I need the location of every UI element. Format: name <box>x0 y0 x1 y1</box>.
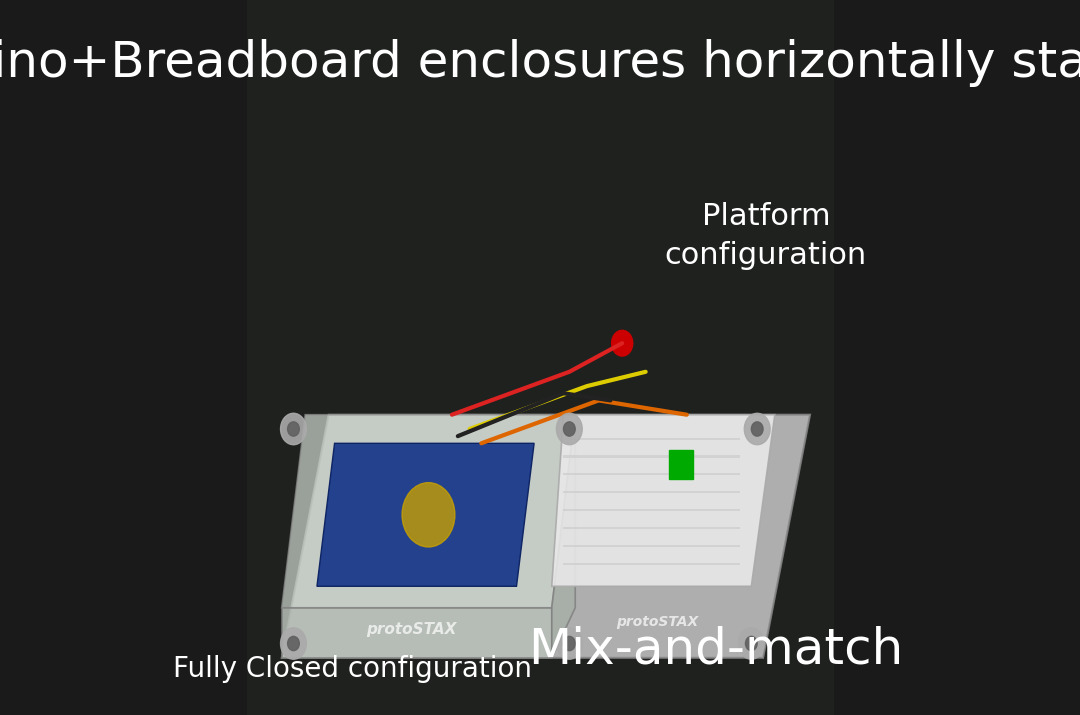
Circle shape <box>564 636 576 651</box>
Circle shape <box>611 330 633 356</box>
Circle shape <box>402 483 455 547</box>
Circle shape <box>287 422 299 436</box>
Polygon shape <box>564 509 740 511</box>
Text: Mix-and-match: Mix-and-match <box>528 626 904 674</box>
Circle shape <box>564 422 576 436</box>
Circle shape <box>744 413 770 445</box>
Circle shape <box>556 413 582 445</box>
Polygon shape <box>564 527 740 529</box>
Polygon shape <box>564 491 740 493</box>
Text: protoSTAX: protoSTAX <box>617 615 699 629</box>
Polygon shape <box>564 563 740 565</box>
Polygon shape <box>282 608 552 658</box>
Polygon shape <box>552 415 576 658</box>
Circle shape <box>745 636 757 651</box>
Polygon shape <box>564 545 740 547</box>
Circle shape <box>739 628 765 659</box>
Polygon shape <box>564 455 740 458</box>
Polygon shape <box>282 415 576 608</box>
Circle shape <box>752 422 764 436</box>
Polygon shape <box>564 473 740 475</box>
Circle shape <box>281 413 307 445</box>
Polygon shape <box>564 438 740 440</box>
Circle shape <box>287 636 299 651</box>
Circle shape <box>556 628 582 659</box>
Polygon shape <box>552 415 774 586</box>
Text: protoSTAX: protoSTAX <box>366 622 456 636</box>
Bar <box>670 450 692 479</box>
Text: Fully Closed configuration: Fully Closed configuration <box>173 655 531 683</box>
Text: Arduino+Breadboard enclosures horizontally stacked: Arduino+Breadboard enclosures horizontal… <box>0 39 1080 87</box>
Polygon shape <box>282 415 810 658</box>
Circle shape <box>281 628 307 659</box>
Polygon shape <box>316 443 535 586</box>
Text: Platform
configuration: Platform configuration <box>665 202 867 270</box>
